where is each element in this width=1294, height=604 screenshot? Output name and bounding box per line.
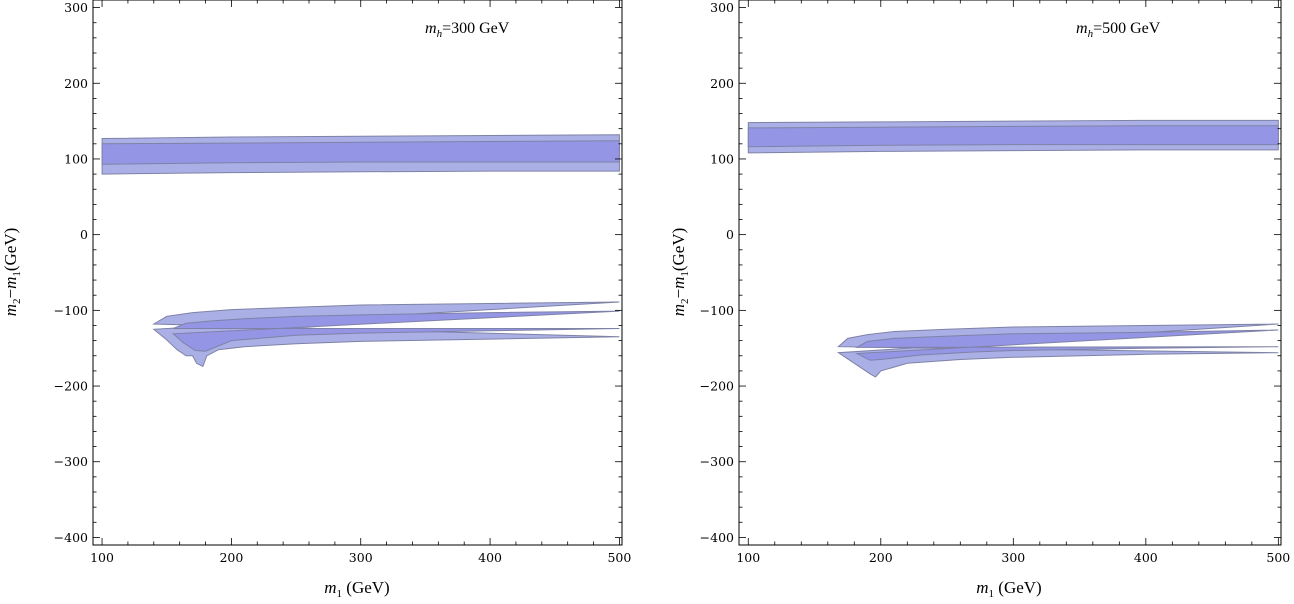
plot-frame (92, 0, 623, 546)
x-tick-label: 300 (1001, 550, 1025, 565)
y-axis-label: m2−m1(GeV) (669, 228, 691, 317)
y-tick-label: −200 (54, 379, 88, 394)
y-tick-label: −300 (54, 454, 88, 469)
chart-panel-1: 100 200 300 400 500 −400 −300 −200 −100 0 100 200 30… (1, 0, 631, 600)
x-tick-label: 200 (869, 550, 893, 565)
contour-region-inner (101, 140, 620, 165)
x-tick-label: 200 (219, 550, 243, 565)
contour-region-inner (747, 125, 1279, 148)
y-tick-label: 0 (80, 227, 88, 242)
contour-region-inner (171, 310, 620, 352)
y-tick-label: −100 (54, 303, 88, 318)
chart-panel-2: 100 200 300 400 500 −400 −300 −200 −100 0 100 200 30… (669, 0, 1290, 600)
y-tick-label: −200 (700, 379, 734, 394)
y-tick-label: 100 (710, 151, 734, 166)
x-tick-label: 400 (478, 550, 502, 565)
x-tick-label: 500 (1266, 550, 1290, 565)
x-axis-label: m1 (GeV) (976, 578, 1041, 600)
y-tick-label: −400 (54, 530, 88, 545)
y-tick-label: 300 (710, 0, 734, 15)
y-axis-label: m2−m1(GeV) (1, 228, 23, 317)
y-tick-label: 300 (64, 0, 88, 15)
x-tick-label: 500 (607, 550, 631, 565)
ticks (93, 0, 622, 545)
y-tick-label: 100 (64, 151, 88, 166)
x-axis-label: m1 (GeV) (324, 578, 389, 600)
x-tick-label: 300 (349, 550, 373, 565)
x-tick-label: 100 (90, 550, 114, 565)
y-tick-label: 0 (726, 227, 734, 242)
y-tick-label: 200 (710, 76, 734, 91)
y-tick-label: −300 (700, 454, 734, 469)
ticks (739, 0, 1281, 545)
plot-frame (738, 0, 1282, 546)
bands (747, 119, 1279, 378)
bands (101, 134, 620, 368)
y-tick-label: −100 (700, 303, 734, 318)
mass-annotation: mh=500 GeV (1076, 20, 1161, 40)
x-tick-label: 400 (1134, 550, 1158, 565)
mass-annotation: mh=300 GeV (425, 20, 510, 40)
y-tick-label: 200 (64, 76, 88, 91)
y-tick-label: −400 (700, 530, 734, 545)
x-tick-label: 100 (736, 550, 760, 565)
contour-region-inner (854, 329, 1279, 361)
